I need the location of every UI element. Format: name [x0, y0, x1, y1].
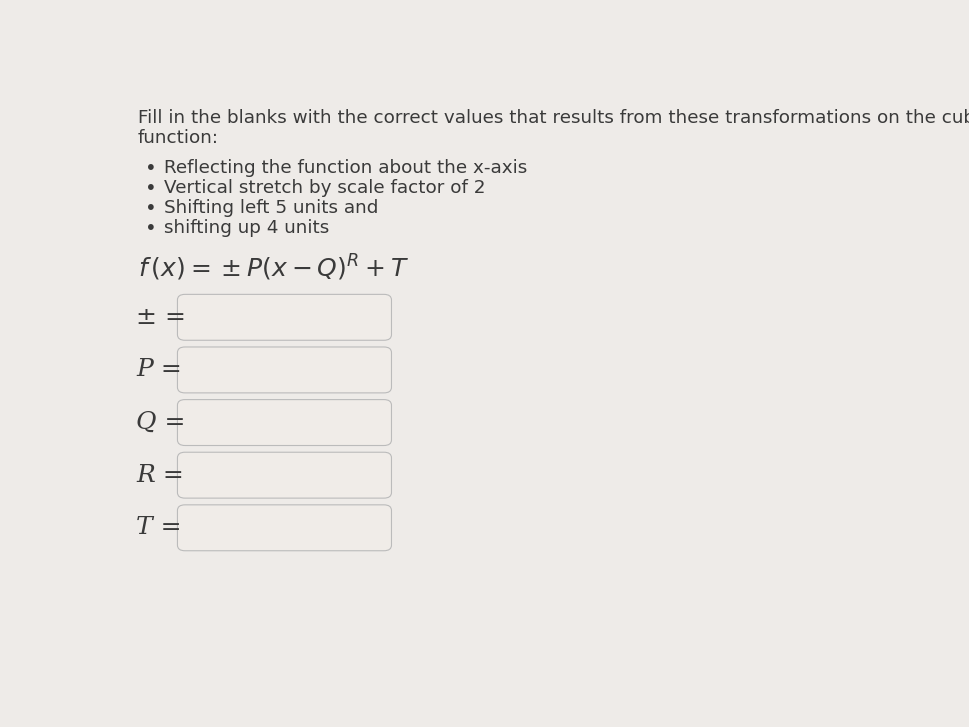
- Text: $f\,(x) = \pm P(x - Q)^{R} + T$: $f\,(x) = \pm P(x - Q)^{R} + T$: [138, 252, 409, 283]
- FancyBboxPatch shape: [177, 347, 391, 393]
- Text: Fill in the blanks with the correct values that results from these transformatio: Fill in the blanks with the correct valu…: [138, 108, 969, 126]
- FancyBboxPatch shape: [177, 452, 391, 498]
- Text: T =: T =: [136, 516, 182, 539]
- FancyBboxPatch shape: [177, 505, 391, 551]
- Text: P =: P =: [136, 358, 182, 382]
- Text: Q =: Q =: [136, 411, 186, 434]
- Text: function:: function:: [138, 129, 219, 148]
- Text: shifting up 4 units: shifting up 4 units: [164, 220, 329, 237]
- FancyBboxPatch shape: [177, 400, 391, 446]
- Text: •: •: [145, 199, 157, 218]
- Text: R =: R =: [136, 464, 184, 486]
- Text: •: •: [145, 220, 157, 238]
- FancyBboxPatch shape: [177, 294, 391, 340]
- Text: Shifting left 5 units and: Shifting left 5 units and: [164, 199, 378, 217]
- Text: •: •: [145, 179, 157, 198]
- Text: •: •: [145, 159, 157, 178]
- Text: Reflecting the function about the x-axis: Reflecting the function about the x-axis: [164, 159, 527, 177]
- Text: Vertical stretch by scale factor of 2: Vertical stretch by scale factor of 2: [164, 179, 485, 197]
- Text: ± =: ± =: [136, 306, 186, 329]
